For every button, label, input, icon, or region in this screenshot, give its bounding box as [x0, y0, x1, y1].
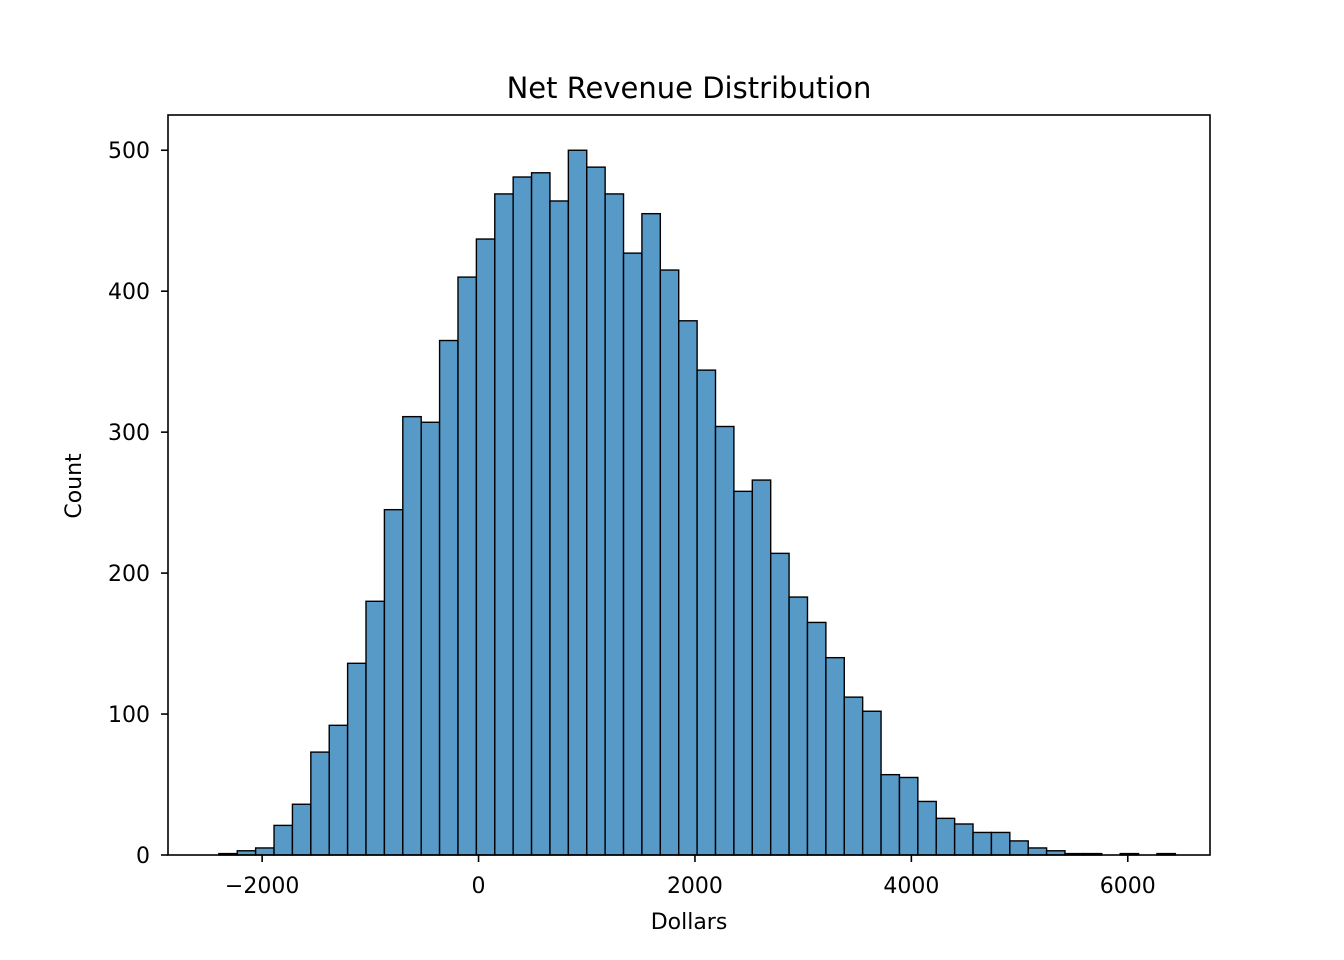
histogram-bar — [254, 847, 275, 856]
histogram-bar — [788, 596, 809, 856]
histogram-bar — [659, 269, 680, 856]
histogram-bar — [917, 800, 937, 856]
histogram-bar — [273, 824, 294, 856]
histogram-bar — [328, 724, 349, 856]
y-tick-label: 200 — [108, 562, 150, 587]
histogram-bar — [990, 831, 1011, 856]
histogram-bar — [420, 421, 441, 856]
histogram-bar — [714, 425, 735, 856]
y-tick-label: 0 — [136, 844, 150, 869]
y-axis-label: Count — [62, 453, 87, 519]
histogram-bar — [567, 149, 588, 856]
histogram-bar — [365, 600, 386, 856]
histogram-bar — [310, 751, 330, 856]
histogram-bar — [383, 508, 404, 856]
histogram-bar — [696, 369, 717, 856]
plot-frame — [167, 114, 1211, 856]
x-tick-label: −2000 — [225, 874, 299, 899]
histogram-bar — [291, 803, 312, 856]
histogram-bar — [751, 479, 772, 856]
histogram-bar — [806, 621, 827, 856]
x-tick-label: 4000 — [883, 874, 939, 899]
histogram-bar — [475, 238, 496, 856]
histogram-bar — [1009, 840, 1029, 856]
histogram-bar — [898, 776, 919, 856]
y-tick-label: 500 — [108, 139, 150, 164]
histogram-bar — [438, 339, 459, 856]
histogram-bar — [604, 193, 625, 856]
histogram-bar — [512, 176, 533, 856]
histogram-bar — [457, 276, 478, 856]
histogram-bar — [769, 552, 790, 856]
histogram-bar — [549, 200, 570, 856]
histogram-bar — [402, 415, 422, 856]
chart-title: Net Revenue Distribution — [507, 71, 872, 105]
histogram-bar — [1027, 847, 1048, 856]
histogram-bar — [953, 823, 974, 856]
histogram-bar — [861, 710, 882, 856]
histogram-bar — [530, 172, 551, 856]
histogram-bar — [641, 212, 662, 856]
x-tick-label: 0 — [472, 874, 486, 899]
x-axis-label: Dollars — [651, 910, 728, 935]
histogram-bar — [494, 193, 514, 856]
histogram-bar — [586, 166, 606, 856]
histogram-bar — [346, 662, 367, 856]
x-tick-label: 6000 — [1100, 874, 1156, 899]
histogram-bar — [880, 773, 901, 856]
y-tick-label: 100 — [108, 703, 150, 728]
histogram-bar — [935, 817, 956, 856]
x-axis-ticks: −2000 0 2000 4000 6000 — [225, 855, 1156, 899]
histogram-bar — [678, 320, 698, 856]
histogram-bar — [843, 696, 864, 856]
y-tick-label: 400 — [108, 280, 150, 305]
y-axis-ticks: 0 100 200 300 400 500 — [108, 139, 168, 869]
y-tick-label: 300 — [108, 421, 150, 446]
histogram-bar — [733, 490, 753, 856]
histogram-bar — [972, 831, 993, 856]
x-tick-label: 2000 — [667, 874, 723, 899]
histogram-bar — [825, 656, 845, 856]
histogram-bar — [622, 252, 643, 856]
